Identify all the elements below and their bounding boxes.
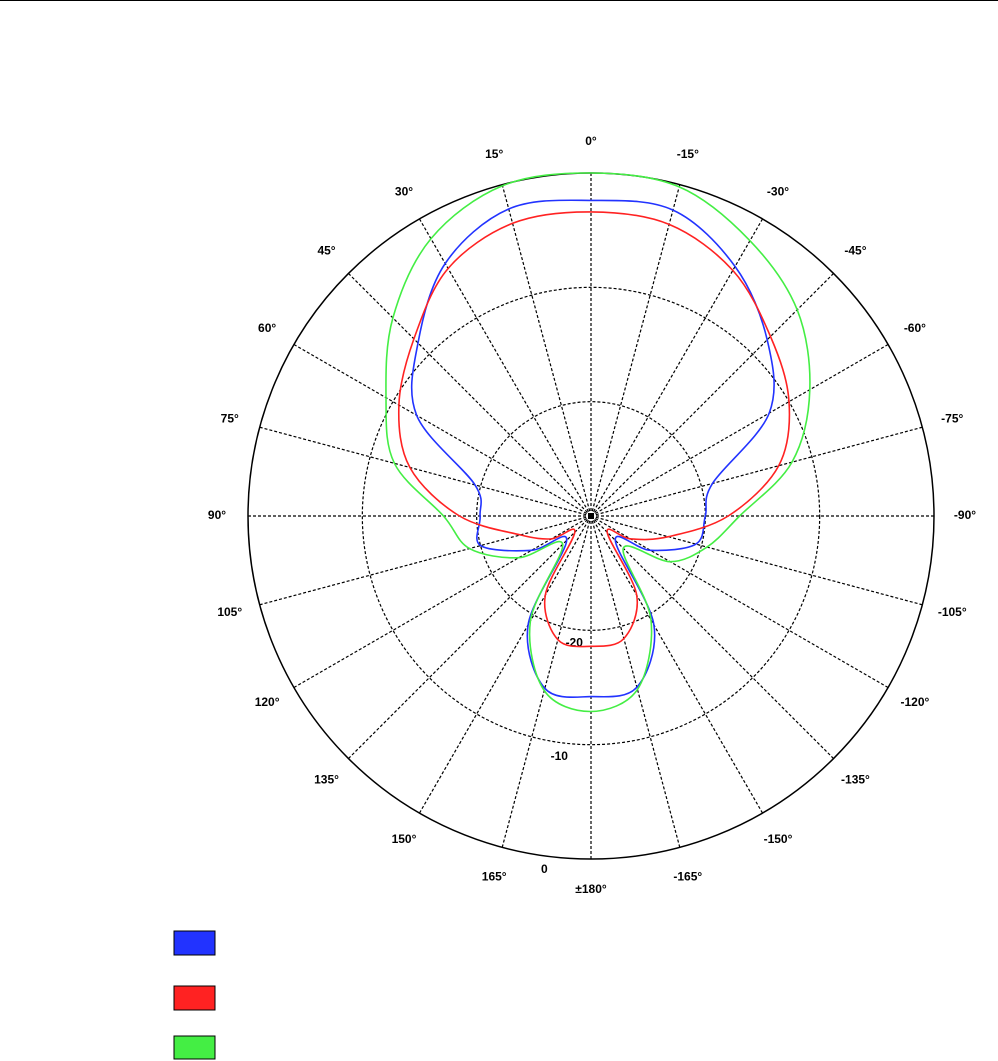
grid-spoke <box>418 515 592 814</box>
angle-tick-label: -45° <box>844 244 866 258</box>
radial-tick-label: -10 <box>551 749 569 763</box>
angle-tick-label: 135° <box>314 773 339 787</box>
grid-spoke <box>590 515 681 848</box>
grid-spoke <box>590 515 889 689</box>
grid-spoke <box>590 273 834 517</box>
angle-tick-label: -90° <box>954 508 976 522</box>
angle-tick-label: 15° <box>485 147 503 161</box>
grid-spoke <box>590 343 889 517</box>
grid-spoke <box>501 184 592 517</box>
legend-swatch <box>173 985 216 1011</box>
angle-tick-label: -165° <box>673 869 702 883</box>
angle-tick-label: 75° <box>221 411 239 425</box>
angle-tick-label: -60° <box>904 321 926 335</box>
grid-spoke <box>259 515 592 606</box>
angle-tick-label: ±180° <box>575 882 607 896</box>
grid-spoke <box>590 218 764 517</box>
angle-tick-label: -15° <box>677 147 699 161</box>
angle-tick-label: 60° <box>258 321 276 335</box>
angle-tick-label: -135° <box>841 773 870 787</box>
pattern-line <box>397 211 791 648</box>
angle-tick-label: 105° <box>217 605 242 619</box>
grid-spoke <box>348 273 592 517</box>
grid-spoke <box>590 515 834 759</box>
grid-spoke <box>590 515 764 814</box>
grid-spoke <box>590 184 681 517</box>
grid-spoke <box>501 515 592 848</box>
pattern-line <box>410 199 775 698</box>
center-marker <box>588 513 594 519</box>
legend-swatch <box>173 930 216 956</box>
radial-tick-label: 0 <box>541 862 548 876</box>
angle-tick-label: 150° <box>392 832 417 846</box>
grid-ring <box>361 286 821 746</box>
grid-spoke <box>348 515 592 759</box>
angle-tick-label: -30° <box>767 184 789 198</box>
angle-tick-label: 120° <box>255 695 280 709</box>
angle-tick-label: -75° <box>941 411 963 425</box>
angle-tick-label: -120° <box>900 695 929 709</box>
grid-spoke <box>293 515 592 689</box>
angle-tick-label: 90° <box>208 508 226 522</box>
grid-spoke <box>259 426 592 517</box>
angle-tick-label: 45° <box>317 244 335 258</box>
angle-tick-label: -150° <box>764 832 793 846</box>
grid-spoke <box>293 343 592 517</box>
angle-tick-label: 0° <box>585 134 597 148</box>
grid-spoke <box>590 515 923 606</box>
pattern-line <box>385 172 811 713</box>
grid-spoke <box>590 426 923 517</box>
angle-tick-label: 30° <box>395 184 413 198</box>
angle-tick-label: 165° <box>482 869 507 883</box>
legend-swatch <box>173 1035 216 1060</box>
angle-tick-label: -105° <box>938 605 967 619</box>
